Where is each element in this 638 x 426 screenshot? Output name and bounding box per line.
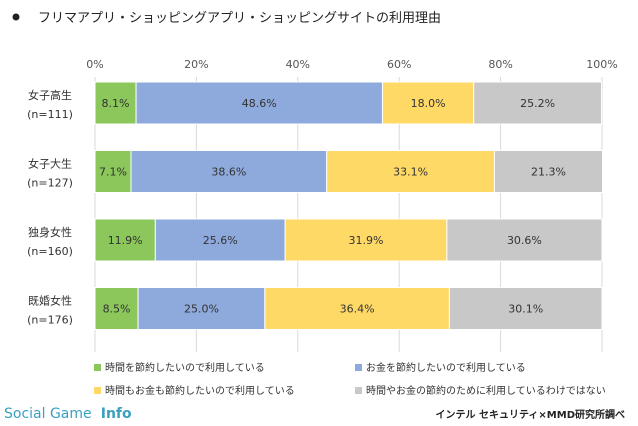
data-label: 30.6% xyxy=(507,234,542,247)
category-n-label: (n=176) xyxy=(27,314,73,327)
category-label: 既婚女性 xyxy=(28,294,72,308)
data-label: 18.0% xyxy=(411,97,446,110)
bar-segment xyxy=(94,81,137,125)
bar-segment xyxy=(446,218,603,262)
x-tick-label: 60% xyxy=(387,58,411,71)
x-tick-label: 20% xyxy=(184,58,208,71)
bar-segment xyxy=(94,150,132,193)
x-axis-ticks: 0% 20% 40% 60% 80% 100% xyxy=(86,58,617,71)
data-label: 25.0% xyxy=(184,303,219,316)
bar-segment xyxy=(473,81,602,125)
x-tick-label: 80% xyxy=(488,58,512,71)
data-label: 25.2% xyxy=(520,97,555,110)
category-labels: 女子高生 (n=111) 女子大生 (n=127) 独身女性 (n=160) 既婚女性 (n=… xyxy=(27,88,73,327)
x-tick-label: 0% xyxy=(86,58,103,71)
bar-segment xyxy=(94,218,156,262)
bar-segment xyxy=(494,150,604,193)
brand-info: Info xyxy=(101,406,132,422)
x-tick-label: 40% xyxy=(286,58,310,71)
bar-segment xyxy=(154,218,286,262)
data-label: 33.1% xyxy=(393,166,428,179)
data-label: 8.1% xyxy=(102,97,130,110)
chart-title: フリマアプリ・ショッピングアプリ・ショッピングサイトの利用理由 xyxy=(38,11,441,26)
brand-logo: Social Game Info xyxy=(4,403,132,422)
legend-swatch xyxy=(94,364,101,371)
legend-swatch xyxy=(355,387,362,394)
category-n-label: (n=127) xyxy=(27,177,73,190)
data-label: 8.5% xyxy=(103,303,131,316)
bar-segment xyxy=(284,218,448,262)
legend-label: 時間を節約したいので利用している xyxy=(105,361,265,374)
category-n-label: (n=111) xyxy=(27,108,73,121)
source-credit: インテル セキュリティ×MMD研究所調べ xyxy=(436,408,625,421)
data-label: 7.1% xyxy=(99,166,127,179)
bar-segment xyxy=(130,150,328,193)
x-tick-label: 100% xyxy=(586,58,617,71)
bar-segment xyxy=(448,287,603,330)
bar-segment xyxy=(94,287,139,330)
data-label: 11.9% xyxy=(108,234,143,247)
data-label: 36.4% xyxy=(340,303,375,316)
category-label: 独身女性 xyxy=(28,225,72,239)
title-bullet-icon xyxy=(12,13,20,21)
legend-swatch xyxy=(94,387,101,394)
legend-swatch xyxy=(355,364,362,371)
bar-segment xyxy=(137,287,266,330)
legend-label: 時間もお金も節約したいので利用している xyxy=(105,384,295,397)
data-label: 31.9% xyxy=(349,234,384,247)
data-label: 25.6% xyxy=(203,234,238,247)
bar-segment xyxy=(326,150,496,193)
legend-label: 時間やお金の節約のために利用しているわけではない xyxy=(366,384,606,397)
bars: 8.1% 48.6% 18.0% 25.2% 7.1% 38.6% 33.1% 21.3% 11… xyxy=(94,81,604,330)
category-label: 女子高生 xyxy=(28,88,72,102)
legend: 時間を節約したいので利用している お金を節約したいので利用している時間もお金も節約… xyxy=(94,361,606,397)
data-label: 48.6% xyxy=(242,97,277,110)
data-label: 21.3% xyxy=(531,166,566,179)
category-n-label: (n=160) xyxy=(27,245,73,258)
category-label: 女子大生 xyxy=(28,157,72,171)
data-label: 30.1% xyxy=(508,303,543,316)
brand-social: Social Game xyxy=(4,406,92,422)
data-label: 38.6% xyxy=(211,166,246,179)
legend-label: お金を節約したいので利用している xyxy=(366,361,526,374)
